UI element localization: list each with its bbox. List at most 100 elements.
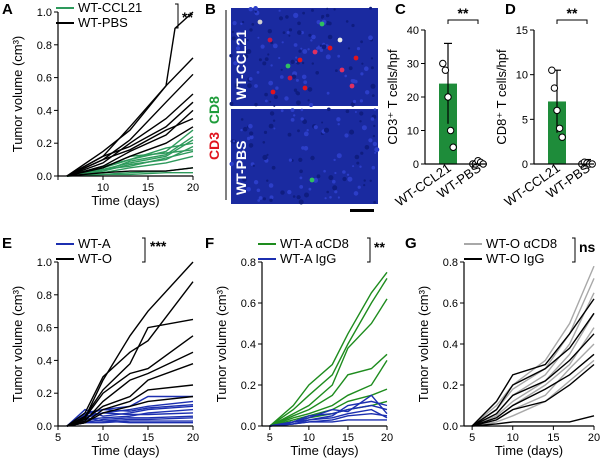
x-tick-label: 20: [381, 432, 393, 444]
x-tick-label: 15: [547, 432, 559, 444]
nucleus-dot: [327, 107, 331, 112]
x-tick-label: 15: [342, 432, 354, 444]
y-tick-label: 5: [522, 114, 528, 126]
nucleus-dot: [254, 102, 258, 107]
y-axis-label: Tumor volume (cm³): [416, 286, 431, 403]
nucleus-dot: [270, 64, 273, 67]
nucleus-dot: [321, 121, 324, 124]
nucleus-dot: [248, 7, 253, 12]
nucleus-dot: [242, 177, 247, 182]
nucleus-dot: [354, 111, 357, 113]
nucleus-dot: [307, 87, 313, 92]
nucleus-dot: [354, 154, 360, 160]
nucleus-dot: [240, 22, 243, 25]
panel-letter-d: D: [505, 1, 516, 18]
series-line-wt-o-cd8-3: [471, 312, 595, 427]
nucleus-dot: [293, 43, 298, 47]
series-line-wt-pbs-8: [66, 167, 194, 177]
nucleus-dot: [240, 128, 243, 132]
x-axis-label: Time (days): [495, 443, 563, 458]
nucleus-dot: [300, 30, 304, 35]
x-tick-label: 20: [588, 432, 600, 444]
nucleus-dot: [288, 28, 293, 32]
series-line-wt-pbs-3: [66, 93, 194, 177]
y-tick-label: 0.0: [241, 421, 256, 433]
nucleus-dot: [301, 61, 305, 65]
nucleus-dot: [248, 123, 253, 129]
y-tick-label: 0.8: [37, 40, 52, 52]
nucleus-dot: [356, 47, 361, 51]
nucleus-dot: [323, 127, 330, 133]
nucleus-dot: [315, 71, 320, 75]
nucleus-dot: [241, 93, 244, 96]
nucleus-dot: [264, 92, 268, 97]
nucleus-dot: [280, 190, 285, 195]
nucleus-dot: [325, 13, 330, 18]
stained-cell-dot: [353, 55, 359, 61]
nucleus-dot: [290, 118, 295, 122]
y-tick-label: 40: [407, 25, 419, 37]
nucleus-dot: [248, 77, 253, 81]
nucleus-dot: [254, 84, 258, 88]
nucleus-dot: [345, 20, 349, 23]
nucleus-dot: [350, 102, 355, 107]
legend-entry: WT-O αCD8: [486, 236, 557, 251]
x-tick-label: 10: [97, 432, 109, 444]
panel-letter-f: F: [205, 235, 214, 252]
nucleus-dot: [304, 192, 309, 198]
y-tick-label: 0.4: [241, 339, 256, 351]
x-tick-label: 15: [142, 182, 154, 194]
series-line-wt-o-cd8-6: [471, 359, 595, 427]
nucleus-dot: [267, 53, 270, 56]
nucleus-dot: [372, 141, 378, 147]
nucleus-dot: [359, 111, 364, 116]
nucleus-dot: [268, 183, 274, 188]
nucleus-dot: [297, 30, 302, 35]
nucleus-dot: [246, 39, 249, 42]
nucleus-dot: [324, 197, 327, 200]
nucleus-dot: [288, 34, 291, 37]
nucleus-dot: [272, 43, 278, 49]
nucleus-dot: [268, 80, 274, 86]
nucleus-dot: [319, 44, 322, 47]
significance-bracket: [367, 237, 371, 263]
series-line-wt-ccl21-8: [66, 136, 194, 177]
nucleus-dot: [258, 196, 263, 200]
series-line-wt-o-igg-5: [472, 415, 595, 427]
series-line-wt-a-cd8-2: [269, 298, 388, 427]
series-line-wt-pbs-7: [66, 126, 194, 177]
nucleus-dot: [251, 23, 255, 26]
nucleus-dot: [253, 6, 258, 11]
charts-layer: 10 15 20 0.0 0.2 0.4 0.6 0.8 1.0 Time (days) Tumor…: [10, 0, 600, 458]
y-tick-label: 0.2: [241, 380, 256, 392]
micrograph-label-ccl21: WT-CCL21: [233, 30, 249, 100]
nucleus-dot: [321, 16, 324, 19]
x-axis-label: Time (days): [290, 443, 358, 458]
y-tick-label: 0: [413, 159, 419, 171]
nucleus-dot: [359, 99, 363, 103]
y-tick-label: 1.0: [37, 7, 52, 19]
series-line-wt-pbs-6: [66, 117, 194, 177]
nucleus-dot: [303, 131, 309, 137]
nucleus-dot: [360, 40, 363, 44]
nucleus-dot: [303, 80, 308, 85]
significance-bracket: [175, 3, 179, 29]
nucleus-dot: [296, 195, 301, 200]
nucleus-dot: [296, 100, 301, 106]
nucleus-dot: [345, 109, 350, 114]
nucleus-dot: [370, 117, 375, 121]
nucleus-dot: [332, 185, 338, 191]
scale-bar: [350, 209, 374, 212]
nucleus-dot: [300, 108, 304, 112]
data-point: [553, 106, 561, 115]
x-tick-label: 15: [142, 432, 154, 444]
nucleus-dot: [337, 123, 340, 126]
nucleus-dot: [266, 179, 269, 182]
nucleus-dot: [233, 61, 238, 66]
significance-label: ns: [579, 239, 596, 255]
nucleus-dot: [280, 68, 283, 71]
nucleus-dot: [374, 151, 377, 154]
nucleus-dot: [303, 146, 309, 151]
nucleus-dot: [369, 179, 372, 182]
nucleus-dot: [301, 74, 307, 80]
